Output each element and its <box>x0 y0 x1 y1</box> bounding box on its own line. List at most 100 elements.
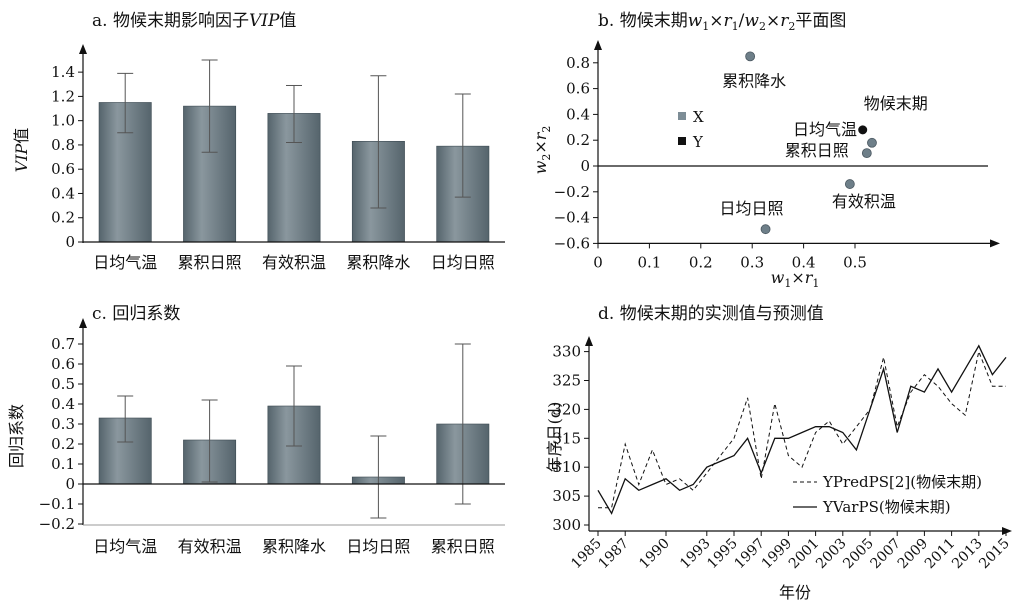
panel-d-x-tick-label: 2015 <box>976 536 1013 573</box>
panel-a-y-tick-label: 0.4 <box>51 184 75 202</box>
panel-a-category-label: 累积降水 <box>346 253 410 272</box>
panel-a-y-tick-label: 0.8 <box>51 136 75 154</box>
panel-a-title-main: a. 物候末期影响因子 <box>92 11 249 31</box>
panel-a: a. 物候末期影响因子VIP值 VIP值 00.20.40.60.81.01.2… <box>12 11 505 272</box>
panel-b-x-axis-label: w1×r1 <box>771 268 820 290</box>
panel-d-y-tick-label: 315 <box>552 429 581 447</box>
panel-b-y-tick-label: −0.2 <box>554 183 590 201</box>
panel-d-x-tick-label: 1993 <box>677 536 714 573</box>
panel-d-legend-label-predicted: YPredPS[2](物候末期) <box>822 473 982 491</box>
panel-b-title-part: r <box>780 11 789 31</box>
panel-b-y-tick-label: 0.2 <box>566 131 590 149</box>
panel-b-point-x <box>867 137 877 148</box>
panel-c-y-tick-label: 0 <box>65 475 75 493</box>
panel-d-x-tick-label: 2011 <box>922 536 959 573</box>
panel-d-x-tick-label: 1985 <box>568 536 605 573</box>
panel-a-y-axis-arrow <box>79 44 87 54</box>
panel-b-ylabel-part: 2 <box>540 154 553 161</box>
panel-b-y-tick-label: 0.4 <box>566 105 590 123</box>
panel-a-title-suffix: 值 <box>279 11 296 31</box>
panel-a-y-tick-label: 0 <box>65 233 75 251</box>
panel-b-point-y <box>858 125 868 135</box>
panel-a-category-label: 日均气温 <box>93 253 157 272</box>
panel-c-y-axis-label: 回归系数 <box>7 404 26 468</box>
panel-b-x-tick-label: 0.1 <box>637 253 661 271</box>
panel-d-x-axis-arrow <box>1002 527 1012 535</box>
panel-b-point-x <box>745 51 756 62</box>
panel-d-x-tick-label: 2001 <box>786 536 823 573</box>
panel-b-title-part: × <box>766 11 780 31</box>
panel-a-title-vip: VIP <box>249 11 280 31</box>
panel-a-y-tick-label: 0.2 <box>51 209 75 227</box>
panel-a-y-tick-label: 1.2 <box>51 87 75 105</box>
panel-d-y-axis-label: 年序日(d) <box>545 402 564 473</box>
panel-b-title-part: 1 <box>702 20 709 33</box>
panel-d-y-tick-label: 320 <box>552 400 581 418</box>
panel-d-y-tick-label: 300 <box>552 516 581 534</box>
panel-b-point-x <box>844 179 855 189</box>
panel-c-category-label: 日均气温 <box>93 537 157 556</box>
panel-c-category-label: 累积日照 <box>431 537 495 556</box>
panel-c-title: c. 回归系数 <box>92 304 180 324</box>
panel-b-y-tick-label: 0.8 <box>566 54 590 72</box>
panel-b-x-tick-label: 0.4 <box>792 253 816 271</box>
panel-b-x-tick-label: 0.3 <box>740 253 764 271</box>
panel-d-title: d. 物候末期的实测值与预测值 <box>598 304 824 324</box>
panel-d-x-tick-label: 2005 <box>840 536 877 573</box>
panel-c-y-tick-label: 0.4 <box>51 395 75 413</box>
panel-b-ylabel-part: r <box>531 131 550 140</box>
panel-b-xlabel-part: 1 <box>812 277 819 290</box>
panel-b-ylabel-part: 2 <box>540 126 553 133</box>
panel-b-point-x <box>861 148 872 159</box>
panel-b-point-label: 物候末期 <box>864 94 928 113</box>
panel-a-ylabel-suffix: 值 <box>12 128 31 144</box>
panel-b: b. 物候末期w1×r1/w2×r2平面图 w2×r2 w1×r1 0 0.1 0.… <box>531 11 1000 290</box>
panel-c-y-tick-label: 0.1 <box>51 455 75 473</box>
panel-b-y-tick-label: −0.4 <box>554 209 590 227</box>
panel-b-point-x <box>760 224 771 235</box>
panel-d-y-tick-label: 325 <box>552 372 581 390</box>
panel-c-y-tick-label: 0.6 <box>51 355 75 373</box>
panel-d-x-tick-label: 2009 <box>895 536 932 573</box>
panel-c-y-tick-label: −0.2 <box>39 515 75 533</box>
panel-b-point-label: 日均日照 <box>720 199 784 218</box>
panel-d-x-tick-label: 1999 <box>759 536 796 573</box>
panel-b-title-part: × <box>709 11 723 31</box>
panel-b-title-part: w <box>688 11 703 31</box>
panel-b-x-axis-arrow <box>990 239 1000 248</box>
panel-d-series-observed <box>597 344 1007 515</box>
panel-c-y-axis-arrow <box>79 318 87 328</box>
panel-c-y-tick-label: 0.5 <box>51 375 75 393</box>
panel-b-title-part: 2 <box>788 20 795 33</box>
panel-c-category-label: 累积降水 <box>262 537 326 556</box>
panel-b-point-label: 日均气温 <box>793 120 857 139</box>
panel-b-y-axis-arrow <box>594 40 602 50</box>
panel-b-y-tick-label: −0.6 <box>554 234 590 252</box>
panel-b-x-tick-label: 0.5 <box>843 253 867 271</box>
panel-a-title: a. 物候末期影响因子VIP值 <box>92 11 296 31</box>
panel-b-legend-label-y: Y <box>692 133 704 151</box>
panel-c-y-tick-label: 0.7 <box>51 335 75 353</box>
panel-b-xlabel-part: × <box>791 268 804 287</box>
panel-b-title-part: 平面图 <box>795 11 846 31</box>
panel-a-category-label: 有效积温 <box>262 253 326 272</box>
panel-b-xlabel-part: r <box>805 268 814 287</box>
panel-a-ylabel-em: VIP <box>12 143 31 172</box>
panel-d-x-axis-label: 年份 <box>779 583 811 602</box>
panel-b-legend-marker-y <box>678 137 686 145</box>
panel-c-y-tick-label: −0.1 <box>39 495 75 513</box>
panel-b-title-part: r <box>724 11 733 31</box>
panel-a-y-tick-label: 1.4 <box>51 63 75 81</box>
panel-b-point-label: 有效积温 <box>832 192 896 211</box>
panel-b-x-tick-label: 0.2 <box>689 253 713 271</box>
panel-b-y-tick-label: 0.6 <box>566 80 590 98</box>
panel-a-y-tick-label: 1.0 <box>51 112 75 130</box>
panel-b-title-part: 1 <box>732 20 739 33</box>
panel-b-xlabel-part: 1 <box>784 277 791 290</box>
panel-a-y-tick-label: 0.6 <box>51 160 75 178</box>
panel-d: d. 物候末期的实测值与预测值 年序日(d) 年份 300 305 310 315 32… <box>545 304 1013 602</box>
panel-b-title: b. 物候末期w1×r1/w2×r2平面图 <box>598 11 846 33</box>
panel-c-y-tick-label: 0.2 <box>51 435 75 453</box>
panel-b-ylabel-part: × <box>531 140 550 153</box>
